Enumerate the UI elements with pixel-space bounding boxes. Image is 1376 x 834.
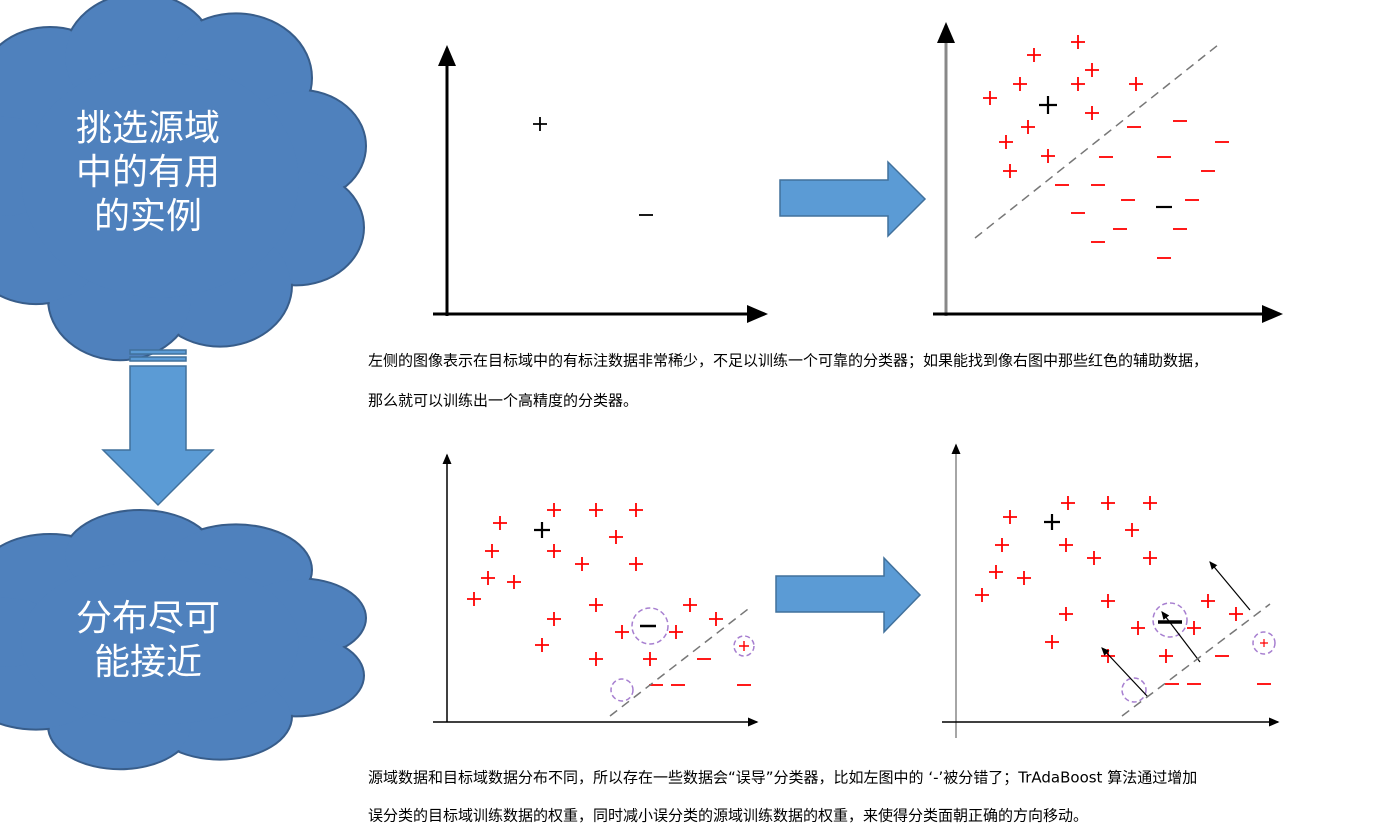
- plus-marker: [709, 612, 723, 626]
- plus-marker: [1013, 77, 1027, 91]
- weight-arrow: [1101, 647, 1149, 698]
- plus-marker: [1071, 35, 1085, 49]
- plus-marker: [683, 598, 697, 612]
- plus-marker: [629, 503, 643, 517]
- plus-marker: [1059, 538, 1073, 552]
- plus-marker: [1131, 621, 1145, 635]
- plus-marker: [547, 544, 561, 558]
- plus-marker: [534, 522, 550, 538]
- plus-marker: [1027, 48, 1041, 62]
- plus-marker: [669, 625, 683, 639]
- plus-marker: [547, 612, 561, 626]
- cloud-text: 中的有用: [76, 152, 220, 193]
- plus-marker: [589, 652, 603, 666]
- plus-marker: [1041, 149, 1055, 163]
- right-arrow: [775, 556, 922, 634]
- plus-marker: [1125, 523, 1139, 537]
- plus-marker: [1045, 635, 1059, 649]
- cloud-text: 的实例: [94, 196, 202, 237]
- plus-marker: [575, 557, 589, 571]
- plus-marker: [1061, 496, 1075, 510]
- plus-marker: [609, 530, 623, 544]
- plus-marker: [1201, 594, 1215, 608]
- plus-marker: [643, 652, 657, 666]
- plus-marker: [1085, 63, 1099, 77]
- highlight: [1121, 677, 1147, 703]
- caption: 源域数据和目标域数据分布不同，所以存在一些数据会“误导”分类器，比如左图中的 ‘…: [368, 769, 1197, 787]
- weight-arrow: [1161, 611, 1201, 663]
- plus-marker: [1003, 164, 1017, 178]
- caption: 那么就可以训练出一个高精度的分类器。: [368, 392, 638, 410]
- cloud-lobe: [21, 62, 299, 298]
- plus-marker: [615, 625, 629, 639]
- plus-marker: [481, 571, 495, 585]
- cloud-text: 能接近: [94, 642, 202, 683]
- cloud-bottom: [0, 508, 367, 771]
- caption: 左侧的图像表示在目标域中的有标注数据非常稀少，不足以训练一个可靠的分类器；如果能…: [368, 352, 1208, 370]
- plus-marker: [1101, 594, 1115, 608]
- plus-marker: [989, 565, 1003, 579]
- plus-marker: [999, 135, 1013, 149]
- plus-marker: [1059, 607, 1073, 621]
- plus-marker: [1085, 106, 1099, 120]
- highlight: [631, 607, 669, 645]
- plus-marker: [983, 91, 997, 105]
- plus-marker: [1260, 639, 1268, 647]
- plus-marker: [533, 117, 547, 131]
- plus-marker: [995, 538, 1009, 552]
- plus-marker: [1017, 571, 1031, 585]
- plus-marker: [1044, 514, 1060, 530]
- highlight: [1152, 602, 1188, 638]
- right-arrow: [779, 160, 927, 238]
- plus-marker: [589, 503, 603, 517]
- plus-marker: [975, 588, 989, 602]
- weight-arrow: [1209, 561, 1251, 611]
- plots: [433, 22, 1283, 738]
- highlight: [733, 635, 755, 657]
- plus-marker: [1143, 496, 1157, 510]
- caption: 误分类的目标域训练数据的权重，同时减小误分类的源域训练数据的权重，来使得分类面朝…: [368, 807, 1088, 825]
- plus-marker: [1187, 621, 1201, 635]
- plus-marker: [507, 575, 521, 589]
- plus-marker: [1071, 77, 1085, 91]
- highlight: [1252, 631, 1276, 655]
- boundary: [974, 44, 1219, 239]
- plus-marker: [739, 641, 749, 651]
- cloud-text: 挑选源域: [76, 108, 220, 149]
- cloud-top: [0, 0, 367, 362]
- plus-marker: [1101, 649, 1115, 663]
- plus-marker: [1229, 607, 1243, 621]
- plus-marker: [1159, 649, 1173, 663]
- plus-marker: [1129, 77, 1143, 91]
- cloud-lobe: [21, 559, 299, 725]
- plus-marker: [1021, 120, 1035, 134]
- plus-marker: [1143, 551, 1157, 565]
- plus-marker: [1087, 551, 1101, 565]
- plus-marker: [589, 598, 603, 612]
- down-arrow: [101, 349, 215, 507]
- plus-marker: [547, 503, 561, 517]
- cloud-text: 分布尽可: [76, 598, 220, 639]
- plus-marker: [1039, 96, 1057, 114]
- plus-marker: [467, 592, 481, 606]
- plus-marker: [485, 544, 499, 558]
- plus-marker: [535, 638, 549, 652]
- plus-marker: [1003, 510, 1017, 524]
- boundary: [1121, 603, 1271, 717]
- boundary: [609, 605, 753, 717]
- highlight: [610, 678, 634, 702]
- plus-marker: [629, 557, 643, 571]
- plus-marker: [1101, 496, 1115, 510]
- plus-marker: [493, 516, 507, 530]
